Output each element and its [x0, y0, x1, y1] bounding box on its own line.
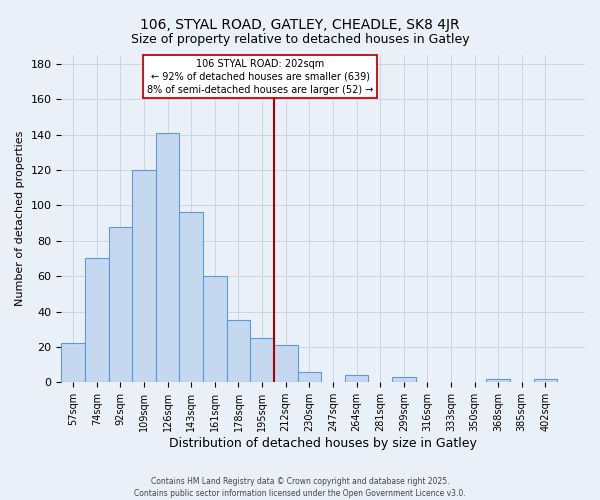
Bar: [156, 133, 179, 382]
Bar: [487, 379, 510, 382]
X-axis label: Distribution of detached houses by size in Gatley: Distribution of detached houses by size …: [169, 437, 477, 450]
Bar: [533, 379, 557, 382]
Bar: [298, 372, 321, 382]
Text: Size of property relative to detached houses in Gatley: Size of property relative to detached ho…: [131, 32, 469, 46]
Y-axis label: Number of detached properties: Number of detached properties: [15, 131, 25, 306]
Bar: [109, 226, 132, 382]
Text: 106 STYAL ROAD: 202sqm
← 92% of detached houses are smaller (639)
8% of semi-det: 106 STYAL ROAD: 202sqm ← 92% of detached…: [147, 58, 373, 95]
Bar: [250, 338, 274, 382]
Bar: [227, 320, 250, 382]
Bar: [179, 212, 203, 382]
Bar: [203, 276, 227, 382]
Bar: [85, 258, 109, 382]
Bar: [392, 377, 416, 382]
Bar: [61, 344, 85, 382]
Bar: [345, 376, 368, 382]
Text: 106, STYAL ROAD, GATLEY, CHEADLE, SK8 4JR: 106, STYAL ROAD, GATLEY, CHEADLE, SK8 4J…: [140, 18, 460, 32]
Bar: [274, 345, 298, 383]
Text: Contains HM Land Registry data © Crown copyright and database right 2025.
Contai: Contains HM Land Registry data © Crown c…: [134, 476, 466, 498]
Bar: [132, 170, 156, 382]
